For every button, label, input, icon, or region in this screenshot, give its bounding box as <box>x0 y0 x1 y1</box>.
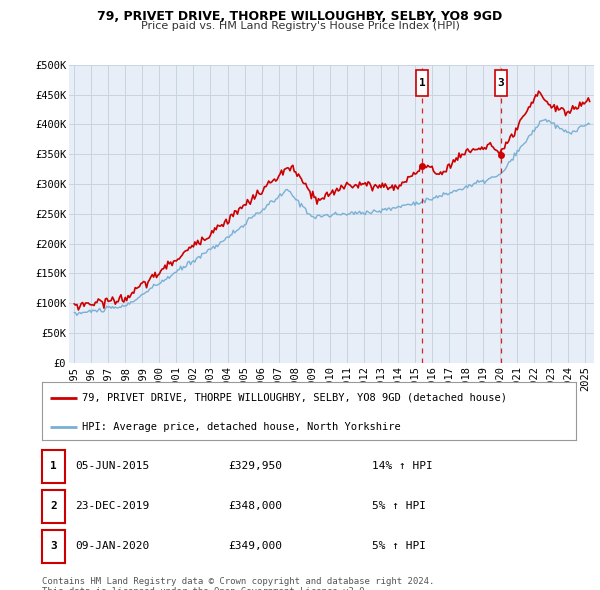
FancyBboxPatch shape <box>416 70 428 96</box>
Text: £329,950: £329,950 <box>228 461 282 470</box>
Text: £349,000: £349,000 <box>228 541 282 550</box>
Text: Contains HM Land Registry data © Crown copyright and database right 2024.
This d: Contains HM Land Registry data © Crown c… <box>42 577 434 590</box>
Text: 05-JUN-2015: 05-JUN-2015 <box>75 461 149 470</box>
Text: 3: 3 <box>497 78 504 88</box>
Text: 23-DEC-2019: 23-DEC-2019 <box>75 501 149 510</box>
Text: 2: 2 <box>50 502 57 511</box>
Text: HPI: Average price, detached house, North Yorkshire: HPI: Average price, detached house, Nort… <box>82 422 401 432</box>
Text: Price paid vs. HM Land Registry's House Price Index (HPI): Price paid vs. HM Land Registry's House … <box>140 21 460 31</box>
FancyBboxPatch shape <box>495 70 507 96</box>
Text: 1: 1 <box>50 461 57 471</box>
Text: £348,000: £348,000 <box>228 501 282 510</box>
Text: 5% ↑ HPI: 5% ↑ HPI <box>372 541 426 550</box>
Text: 79, PRIVET DRIVE, THORPE WILLOUGHBY, SELBY, YO8 9GD: 79, PRIVET DRIVE, THORPE WILLOUGHBY, SEL… <box>97 10 503 23</box>
Text: 79, PRIVET DRIVE, THORPE WILLOUGHBY, SELBY, YO8 9GD (detached house): 79, PRIVET DRIVE, THORPE WILLOUGHBY, SEL… <box>82 393 507 403</box>
Text: 5% ↑ HPI: 5% ↑ HPI <box>372 501 426 510</box>
Text: 1: 1 <box>419 78 426 88</box>
Text: 14% ↑ HPI: 14% ↑ HPI <box>372 461 433 470</box>
Text: 09-JAN-2020: 09-JAN-2020 <box>75 541 149 550</box>
Text: 3: 3 <box>50 542 57 551</box>
